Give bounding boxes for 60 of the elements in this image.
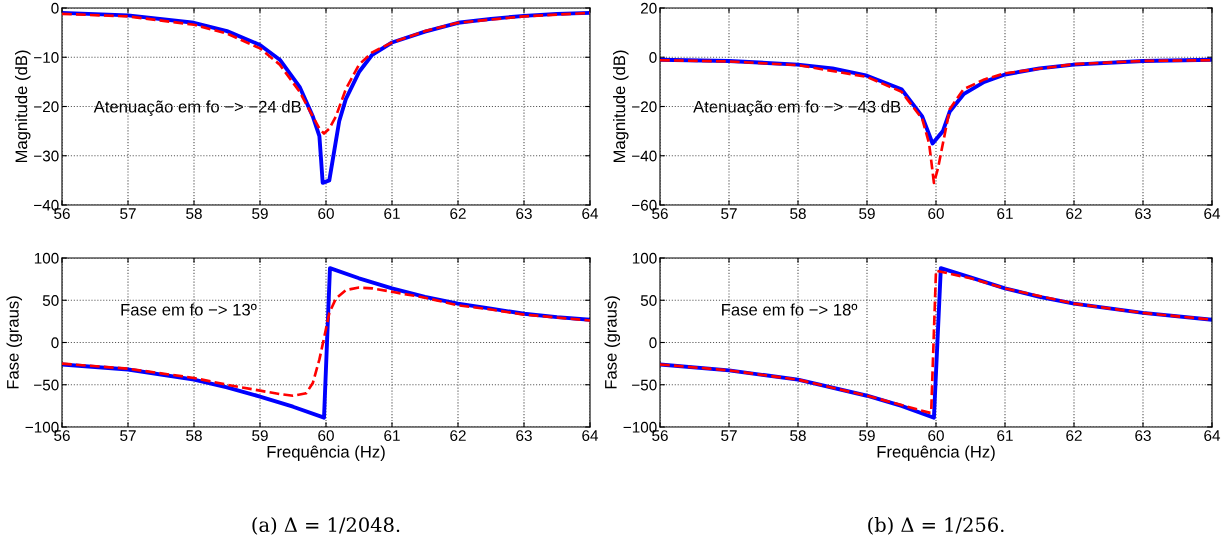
y-tick-label: −50 bbox=[34, 379, 59, 391]
y-axis-title: Fase (graus) bbox=[604, 296, 621, 389]
x-tick-label: 59 bbox=[859, 430, 875, 441]
y-tick-label: 0 bbox=[649, 52, 657, 63]
y-tick-label: −40 bbox=[632, 150, 657, 162]
text: (b) Δ = 1/256. bbox=[868, 517, 1004, 535]
x-tick-label: 59 bbox=[859, 208, 875, 219]
y-tick-label: 50 bbox=[640, 295, 657, 306]
x-tick-label: 58 bbox=[790, 208, 806, 219]
x-tick-label: 61 bbox=[997, 208, 1013, 219]
y-tick-label: 0 bbox=[649, 337, 657, 349]
y-tick-label: 20 bbox=[641, 2, 657, 14]
x-tick-label: 63 bbox=[516, 430, 532, 441]
x-tick-label: 60 bbox=[318, 208, 334, 219]
y-tick-label: −20 bbox=[34, 101, 59, 113]
y-tick-label: −50 bbox=[632, 379, 657, 391]
annotation: Atenuação em fo −> −43 dB bbox=[693, 100, 901, 116]
x-tick-label: 59 bbox=[252, 430, 268, 441]
y-tick-label: 50 bbox=[42, 295, 59, 306]
text: (a) Δ = 1/2048. bbox=[252, 517, 400, 535]
y-tick-label: −30 bbox=[34, 150, 59, 162]
x-tick-label: 64 bbox=[1204, 208, 1221, 219]
x-tick-label: 63 bbox=[1135, 430, 1151, 441]
x-axis-title: Frequência (Hz) bbox=[877, 445, 995, 461]
x-tick-label: 58 bbox=[186, 430, 202, 441]
x-tick-label: 61 bbox=[997, 430, 1013, 441]
y-tick-label: −10 bbox=[34, 52, 59, 63]
x-tick-label: 58 bbox=[790, 430, 806, 441]
y-tick-label: 100 bbox=[632, 252, 657, 264]
x-tick-label: 60 bbox=[318, 430, 334, 441]
y-tick-label: 0 bbox=[51, 337, 59, 349]
annotation: Fase em fo −> 18º bbox=[722, 303, 858, 316]
x-tick-label: 61 bbox=[384, 208, 400, 219]
x-tick-label: 59 bbox=[252, 208, 268, 219]
y-tick-label: 0 bbox=[51, 2, 59, 14]
y-tick-label: 100 bbox=[34, 252, 59, 264]
x-tick-label: 60 bbox=[928, 430, 944, 441]
x-tick-label: 57 bbox=[120, 430, 136, 441]
x-tick-label: 64 bbox=[582, 430, 599, 441]
y-axis-title: Magnitude (dB) bbox=[14, 50, 31, 163]
x-tick-label: 62 bbox=[450, 430, 466, 441]
annotation: Fase em fo −> 13º bbox=[121, 303, 257, 316]
annotation: Atenuação em fo −> −24 dB bbox=[93, 100, 301, 116]
x-tick-label: 57 bbox=[721, 430, 737, 441]
y-axis-title: Magnitude (dB) bbox=[612, 50, 629, 163]
x-tick-label: 62 bbox=[1066, 208, 1082, 219]
x-tick-label: 62 bbox=[1066, 430, 1082, 441]
x-tick-label: 64 bbox=[582, 208, 599, 219]
y-axis-title: Fase (graus) bbox=[6, 296, 23, 389]
x-tick-label: 63 bbox=[516, 208, 532, 219]
x-tick-label: 61 bbox=[384, 430, 400, 441]
x-tick-label: 60 bbox=[928, 208, 944, 219]
x-tick-label: 57 bbox=[120, 208, 136, 219]
x-tick-label: 62 bbox=[450, 208, 466, 219]
y-tick-label: −20 bbox=[632, 101, 657, 113]
x-tick-label: 64 bbox=[1204, 430, 1221, 441]
x-tick-label: 63 bbox=[1135, 208, 1151, 219]
x-tick-label: 57 bbox=[721, 208, 737, 219]
x-axis-title: Frequência (Hz) bbox=[267, 445, 385, 461]
x-tick-label: 58 bbox=[186, 208, 202, 219]
